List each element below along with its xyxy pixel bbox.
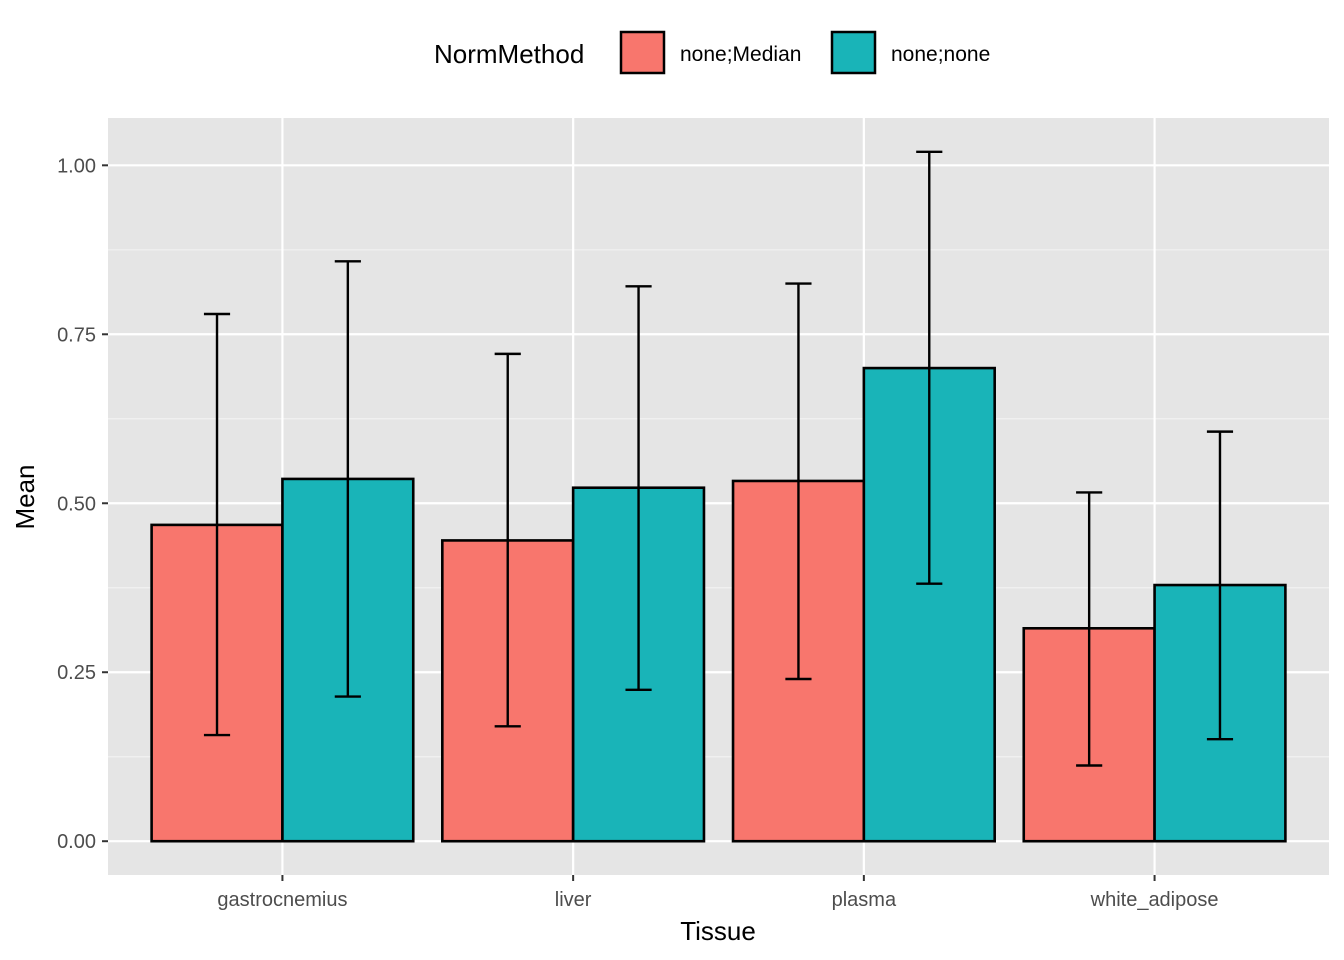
error-bars <box>203 150 1234 767</box>
legend-key-median <box>619 30 666 75</box>
legend-key-none <box>830 30 877 75</box>
x-tick-label: plasma <box>832 889 897 911</box>
x-tick-label: liver <box>555 889 592 911</box>
y-axis-title: Mean <box>10 464 40 529</box>
legend: NormMethod none;Median none;none <box>434 30 990 75</box>
legend-label-none: none;none <box>891 43 990 66</box>
x-tick-label: gastrocnemius <box>217 889 347 911</box>
x-axis-title: Tissue <box>680 916 756 946</box>
y-axis: 0.00 0.25 0.50 0.75 1.00 <box>57 155 108 853</box>
x-axis: gastrocnemius liver plasma white_adipose <box>217 875 1219 911</box>
y-tick-label: 0.25 <box>57 662 96 684</box>
legend-title: NormMethod <box>434 39 584 69</box>
x-tick-label: white_adipose <box>1090 889 1219 911</box>
y-tick-label: 0.00 <box>57 831 96 853</box>
y-tick-label: 0.50 <box>57 493 96 515</box>
legend-label-median: none;Median <box>680 43 801 66</box>
y-tick-label: 0.75 <box>57 324 96 346</box>
y-tick-label: 1.00 <box>57 155 96 177</box>
